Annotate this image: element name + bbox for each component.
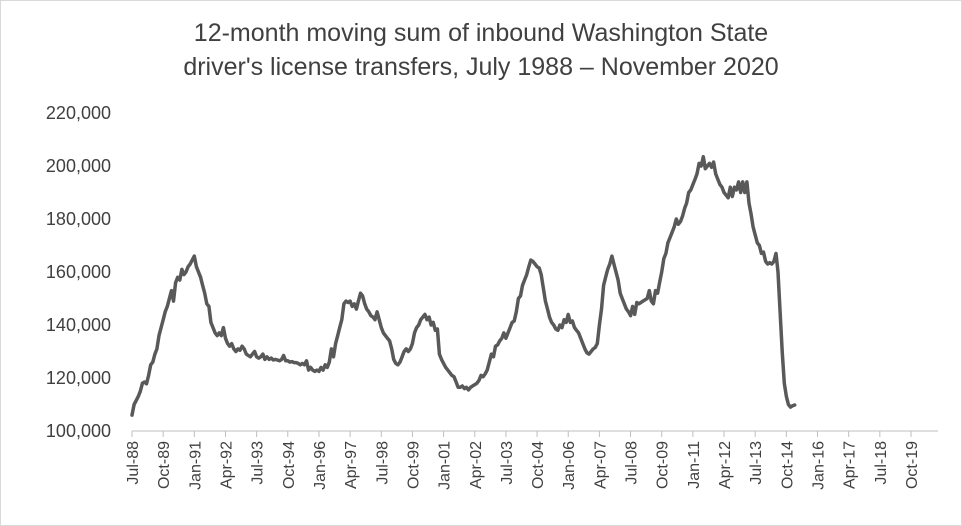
x-tick-label: Apr-17 — [842, 441, 859, 489]
x-tick-label: Oct-99 — [405, 441, 422, 489]
x-tick-label: Jul-08 — [624, 441, 641, 485]
x-tick-label: Oct-19 — [904, 441, 921, 489]
y-tick-label: 120,000 — [46, 368, 111, 388]
x-tick-label: Jul-88 — [125, 441, 142, 485]
y-tick-label: 160,000 — [46, 262, 111, 282]
x-tick-label: Oct-04 — [530, 441, 547, 489]
x-tick-label: Jan-06 — [561, 441, 578, 490]
x-tick-label: Oct-94 — [281, 441, 298, 489]
x-tick-label: Jan-01 — [437, 441, 454, 490]
x-tick-label: Jan-91 — [187, 441, 204, 490]
x-tick-label: Jul-98 — [374, 441, 391, 485]
y-tick-label: 180,000 — [46, 209, 111, 229]
y-tick-label: 140,000 — [46, 315, 111, 335]
x-tick-label: Jan-96 — [312, 441, 329, 490]
x-tick-label: Oct-09 — [655, 441, 672, 489]
x-tick-label: Apr-92 — [218, 441, 235, 489]
y-tick-label: 200,000 — [46, 156, 111, 176]
x-tick-label: Jan-16 — [811, 441, 828, 490]
x-tick-label: Jul-18 — [873, 441, 890, 485]
y-tick-label: 220,000 — [46, 103, 111, 123]
chart-title-line-2: driver's license transfers, July 1988 – … — [183, 53, 779, 81]
chart-title: 12-month moving sum of inbound Washingto… — [193, 19, 769, 47]
x-tick-label: Jan-11 — [686, 441, 703, 489]
x-tick-label: Jul-93 — [250, 441, 267, 485]
series-line — [130, 154, 797, 417]
x-tick-label: Jul-13 — [748, 441, 765, 485]
x-tick-label: Apr-97 — [343, 441, 360, 489]
x-tick-label: Apr-02 — [468, 441, 485, 489]
x-tick-label: Jul-03 — [499, 441, 516, 485]
x-tick-label: Oct-89 — [156, 441, 173, 489]
x-tick-label: Apr-07 — [592, 441, 609, 489]
x-tick-label: Oct-14 — [779, 441, 796, 489]
x-tick-label: Apr-12 — [717, 441, 734, 489]
y-tick-label: 100,000 — [46, 421, 111, 441]
